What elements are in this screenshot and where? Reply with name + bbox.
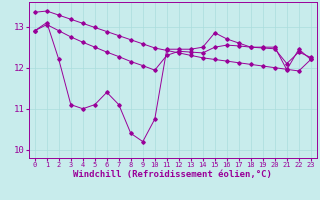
- X-axis label: Windchill (Refroidissement éolien,°C): Windchill (Refroidissement éolien,°C): [73, 170, 272, 179]
